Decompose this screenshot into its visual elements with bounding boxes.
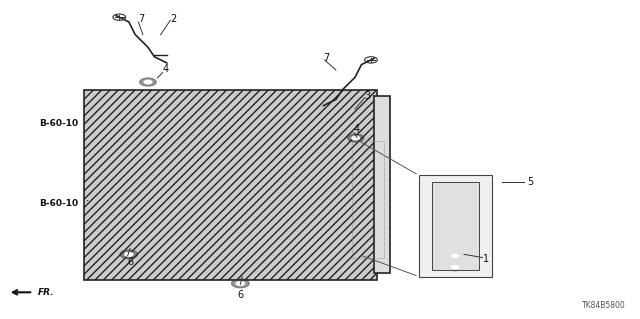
Text: 6: 6	[127, 257, 134, 267]
Text: 3: 3	[365, 91, 371, 101]
Circle shape	[447, 252, 463, 260]
Text: 7: 7	[323, 53, 330, 63]
Text: 4: 4	[354, 124, 360, 135]
Text: 5: 5	[527, 177, 533, 187]
Text: 6: 6	[237, 290, 243, 300]
Text: 1: 1	[483, 254, 488, 264]
Circle shape	[351, 136, 360, 140]
Text: FR.: FR.	[38, 288, 54, 297]
Circle shape	[124, 252, 133, 256]
Circle shape	[144, 80, 152, 84]
Circle shape	[451, 265, 459, 269]
Text: 4: 4	[163, 64, 169, 74]
Text: TK84B5800: TK84B5800	[582, 301, 626, 310]
Circle shape	[447, 263, 463, 271]
Circle shape	[140, 78, 156, 86]
Circle shape	[451, 254, 459, 258]
Circle shape	[120, 250, 138, 259]
Circle shape	[348, 134, 364, 142]
Bar	[84, 90, 378, 280]
Circle shape	[236, 281, 245, 286]
Bar	[419, 175, 492, 277]
Text: B-60-10: B-60-10	[40, 119, 79, 128]
Bar	[352, 141, 384, 257]
Text: 2: 2	[170, 14, 177, 24]
Circle shape	[232, 279, 249, 288]
Bar	[431, 182, 479, 270]
Text: B-60-10: B-60-10	[40, 199, 79, 208]
Text: 7: 7	[138, 14, 145, 24]
Bar	[374, 96, 390, 273]
